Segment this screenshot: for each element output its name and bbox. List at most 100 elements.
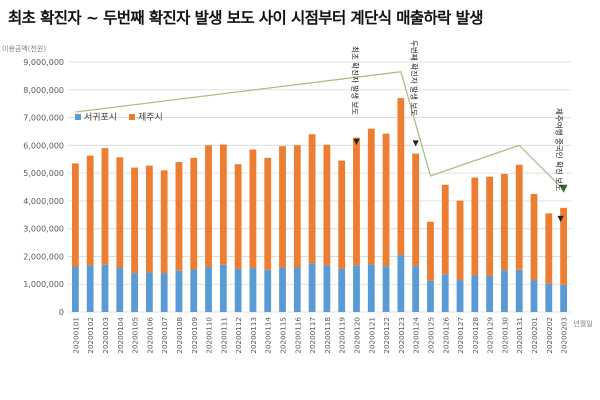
bar-segment-jeju	[190, 157, 198, 270]
bar-segment-jeju	[234, 164, 242, 269]
bar-segment-seogwipo	[441, 274, 449, 312]
x-tick-label: 20200112	[234, 317, 243, 354]
x-tick-label: 20200107	[160, 317, 169, 354]
bar-segment-seogwipo	[353, 265, 360, 312]
bar-segment-seogwipo	[293, 267, 301, 312]
x-tick-label: 20200111	[219, 317, 228, 354]
bar-segment-seogwipo	[249, 268, 257, 312]
bar-segment-jeju	[427, 221, 434, 281]
x-tick-label: 20200117	[308, 317, 317, 354]
x-tick-label: 20200105	[131, 317, 140, 354]
x-tick-label: 20200101	[71, 317, 80, 354]
x-tick-label: 20200103	[101, 317, 110, 354]
bar-segment-jeju	[131, 167, 138, 274]
bar-segment-jeju	[515, 164, 523, 270]
bar-segment-jeju	[86, 155, 94, 266]
bar-segment-seogwipo	[367, 264, 375, 312]
trend-line	[75, 71, 565, 191]
bar-segment-jeju	[145, 165, 153, 273]
bar-segment-seogwipo	[264, 269, 272, 312]
bar-segment-jeju	[382, 133, 390, 267]
legend-swatch	[129, 114, 135, 120]
x-tick-label: 20200114	[264, 317, 273, 354]
x-tick-label: 20200106	[145, 317, 154, 354]
bar-segment-jeju	[412, 153, 420, 267]
bar-segment-seogwipo	[145, 272, 153, 312]
x-tick-label: 20200118	[323, 317, 332, 354]
bar-segment-jeju	[160, 170, 168, 274]
bar-segment-jeju	[249, 149, 257, 269]
y-tick-label: 2,000,000	[23, 252, 64, 261]
bar-segment-seogwipo	[501, 270, 508, 312]
bar-segment-seogwipo	[101, 264, 109, 312]
y-tick-label: 5,000,000	[23, 169, 64, 178]
legend-swatch	[75, 114, 81, 120]
x-tick-label: 20200131	[515, 317, 524, 354]
trend-arrow-icon	[559, 184, 568, 193]
bar-segment-seogwipo	[279, 267, 286, 312]
x-tick-label: 20200121	[367, 317, 376, 354]
y-tick-label: 1,000,000	[23, 280, 64, 289]
bar-segment-jeju	[116, 157, 124, 268]
bar-segment-jeju	[205, 145, 212, 267]
y-tick-label: 8,000,000	[23, 86, 64, 95]
x-tick-label: 20200119	[338, 317, 347, 354]
bar-segment-seogwipo	[175, 270, 183, 312]
annotation-marker-icon: ▼	[558, 214, 565, 223]
x-tick-label: 20200127	[456, 317, 465, 354]
bar-segment-jeju	[560, 207, 568, 285]
bar-segment-seogwipo	[338, 268, 346, 312]
x-tick-label: 20200130	[500, 317, 509, 354]
bar-segment-jeju	[441, 184, 449, 275]
bar-segment-seogwipo	[234, 268, 242, 312]
annotation-marker-icon: ▼	[353, 137, 360, 146]
bar-segment-seogwipo	[190, 269, 198, 312]
bar-segment-jeju	[545, 213, 553, 284]
bar-segment-jeju	[264, 157, 272, 270]
bar-segment-jeju	[501, 173, 508, 271]
x-tick-label: 20200203	[560, 317, 569, 354]
x-tick-label: 20200113	[249, 317, 258, 354]
bar-segment-seogwipo	[427, 280, 434, 312]
x-tick-label: 20200104	[116, 317, 125, 354]
bar-segment-jeju	[101, 148, 109, 265]
bar-segment-jeju	[175, 162, 183, 271]
bar-segment-seogwipo	[308, 263, 316, 312]
y-tick-label: 3,000,000	[23, 225, 64, 234]
bar-segment-jeju	[71, 163, 79, 267]
bar-segment-seogwipo	[86, 265, 94, 312]
bar-segment-seogwipo	[160, 273, 168, 312]
x-tick-label: 20200110	[205, 317, 214, 354]
bar-segment-jeju	[219, 144, 227, 265]
y-tick-label: 7,000,000	[23, 114, 64, 123]
legend-label: 서귀포시	[84, 112, 117, 123]
bar-segment-seogwipo	[323, 265, 331, 312]
x-axis-label: 년월일	[573, 319, 592, 328]
bar-segment-seogwipo	[545, 283, 553, 312]
annotation-label: 최초 확진자 발생 보도	[350, 46, 360, 115]
x-tick-label: 20200109	[190, 317, 199, 354]
bar-segment-jeju	[456, 200, 464, 281]
bar-segment-jeju	[338, 160, 346, 269]
bar-segment-seogwipo	[560, 284, 568, 312]
y-tick-label: 9,000,000	[23, 58, 64, 67]
x-tick-label: 20200108	[175, 317, 184, 354]
bar-segment-jeju	[471, 177, 479, 276]
bar-segment-jeju	[486, 176, 494, 276]
bar-segment-seogwipo	[397, 255, 405, 312]
x-tick-label: 20200126	[441, 317, 450, 354]
y-axis-label: 이용금액(천원)	[2, 44, 46, 53]
bar-segment-jeju	[530, 193, 538, 281]
bar-segment-seogwipo	[116, 267, 124, 312]
bar-segment-seogwipo	[486, 275, 494, 312]
annotation-marker-icon: ▼	[413, 139, 420, 148]
bar-segment-seogwipo	[412, 266, 420, 312]
x-tick-label: 20200115	[279, 317, 288, 354]
bar-segment-seogwipo	[515, 269, 523, 312]
bar-segment-seogwipo	[382, 266, 390, 312]
x-tick-label: 20200202	[545, 317, 554, 354]
legend-label: 제주시	[138, 112, 163, 123]
x-tick-label: 20200124	[412, 317, 421, 354]
bar-segment-seogwipo	[471, 275, 479, 312]
